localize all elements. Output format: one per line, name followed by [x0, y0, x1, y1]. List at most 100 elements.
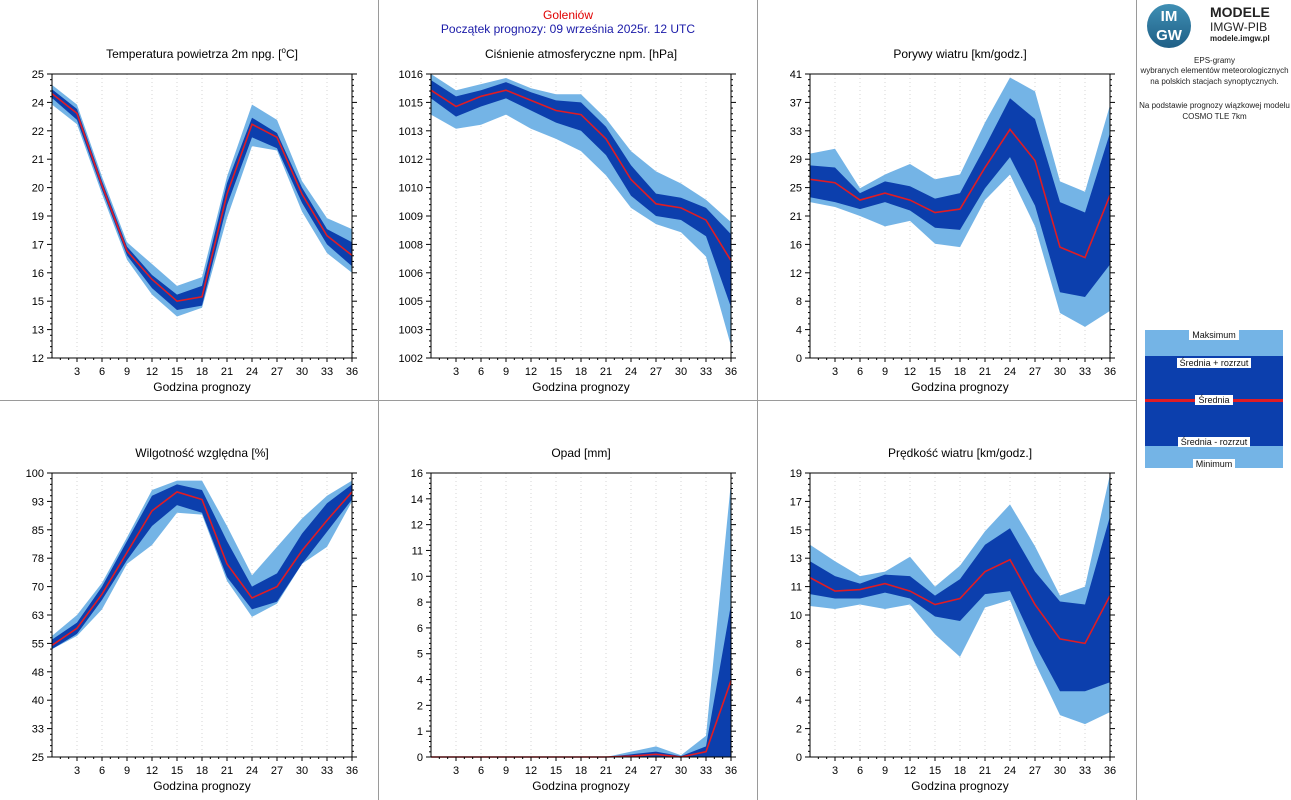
imgw-logo: IM GW MODELE IMGW-PIB modele.imgw.pl	[1145, 2, 1285, 48]
legend-mean-label: Średnia	[1145, 395, 1283, 406]
wind-speed-xtick-label: 27	[1029, 765, 1041, 777]
precipitation-minmax-band	[431, 481, 731, 757]
precipitation-xlabel: Godzina prognozy	[532, 779, 629, 793]
wind-gusts-ytick-label: 37	[790, 97, 802, 109]
humidity-xtick-label: 3	[74, 765, 80, 777]
humidity-xtick-label: 30	[296, 765, 308, 777]
legend-mean-plus-label: Średnia + rozrzut	[1145, 358, 1283, 369]
temperature-xtick-label: 36	[346, 366, 358, 378]
legend-mean-minus-label: Średnia - rozrzut	[1145, 437, 1283, 448]
precipitation-xtick-label: 30	[675, 765, 687, 777]
divider-vertical-3	[1136, 0, 1137, 800]
wind-speed-ytick-label: 8	[796, 638, 802, 650]
pressure-xtick-label: 27	[650, 366, 662, 378]
temperature-xtick-label: 24	[246, 366, 258, 378]
precipitation-xtick-label: 6	[478, 765, 484, 777]
wind-gusts-xtick-label: 9	[882, 366, 888, 378]
pressure-ytick-label: 1015	[399, 97, 423, 109]
wind-gusts-ytick-label: 16	[790, 239, 802, 251]
temperature-xtick-label: 15	[171, 366, 183, 378]
pressure-xtick-label: 3	[453, 366, 459, 378]
wind-gusts-xtick-label: 6	[857, 366, 863, 378]
temperature-ytick-label: 13	[32, 325, 44, 337]
precipitation-xtick-label: 33	[700, 765, 712, 777]
wind-gusts-xtick-label: 18	[954, 366, 966, 378]
precipitation-ytick-label: 0	[417, 752, 423, 764]
humidity-mean-line	[51, 491, 353, 646]
temperature-xtick-label: 30	[296, 366, 308, 378]
wind-gusts-ytick-label: 29	[790, 154, 802, 166]
pressure-xtick-label: 15	[550, 366, 562, 378]
temperature-ytick-label: 21	[32, 154, 44, 166]
precipitation-title: Opad [mm]	[551, 446, 610, 460]
wind-speed-ytick-label: 6	[796, 667, 802, 679]
precipitation-xtick-label: 15	[550, 765, 562, 777]
pressure-xtick-label: 6	[478, 366, 484, 378]
wind-speed-xtick-label: 33	[1079, 765, 1091, 777]
wind-speed-mean-line	[809, 558, 1111, 645]
temperature-ytick-label: 20	[32, 183, 44, 195]
temperature-xtick-label: 21	[221, 366, 233, 378]
legend-min-label: Minimum	[1145, 459, 1283, 470]
temperature-ytick-label: 19	[32, 211, 44, 223]
humidity-xtick-label: 24	[246, 765, 258, 777]
wind-speed-xtick-label: 12	[904, 765, 916, 777]
wind-gusts-xtick-label: 33	[1079, 366, 1091, 378]
wind-gusts-xtick-label: 3	[832, 366, 838, 378]
wind-gusts-xlabel: Godzina prognozy	[911, 380, 1008, 394]
pressure-xtick-label: 30	[675, 366, 687, 378]
humidity-xtick-label: 36	[346, 765, 358, 777]
pressure-ytick-label: 1006	[399, 268, 423, 280]
wind-speed-ytick-label: 4	[796, 695, 802, 707]
temperature-ytick-label: 24	[32, 97, 44, 109]
precipitation-xtick-label: 36	[725, 765, 737, 777]
precipitation-ytick-label: 5	[417, 649, 423, 661]
humidity-spread-band	[52, 484, 352, 650]
pressure-ytick-label: 1005	[399, 296, 423, 308]
logo-url: modele.imgw.pl	[1210, 34, 1270, 43]
wind-speed-ytick-label: 11	[791, 582, 802, 594]
description-line3: na polskich stacjach synoptycznych.	[1150, 77, 1279, 86]
wind-gusts-xtick-label: 30	[1054, 366, 1066, 378]
precipitation-ytick-label: 10	[411, 571, 423, 583]
humidity-xtick-label: 6	[99, 765, 105, 777]
wind-speed-xtick-label: 21	[979, 765, 991, 777]
temperature-ytick-label: 22	[32, 126, 44, 138]
humidity-xtick-label: 21	[221, 765, 233, 777]
description-line4: Na podstawie prognozy wiązkowej modelu	[1139, 101, 1290, 110]
temperature-xtick-label: 3	[74, 366, 80, 378]
precipitation-ytick-label: 4	[417, 675, 423, 687]
precipitation-xtick-label: 18	[575, 765, 587, 777]
pressure-xtick-label: 21	[600, 366, 612, 378]
wind-speed-xtick-label: 9	[882, 765, 888, 777]
wind-gusts-ytick-label: 12	[790, 268, 802, 280]
wind-gusts-ytick-label: 4	[796, 325, 802, 337]
wind-speed-title: Prędkość wiatru [km/godz.]	[888, 446, 1032, 460]
wind-speed-ytick-label: 15	[790, 525, 802, 537]
wind-speed-xtick-label: 3	[832, 765, 838, 777]
precipitation-spread-band	[431, 604, 731, 757]
chart-pressure: Ciśnienie atmosferyczne npm. [hPa] 1002 10…	[399, 47, 738, 394]
wind-gusts-title: Porywy wiatru [km/godz.]	[893, 47, 1026, 61]
divider-horizontal	[0, 400, 1136, 401]
wind-gusts-xtick-label: 36	[1104, 366, 1116, 378]
humidity-ytick-label: 25	[32, 752, 44, 764]
humidity-xlabel: Godzina prognozy	[153, 779, 250, 793]
precipitation-xtick-label: 3	[453, 765, 459, 777]
temperature-ytick-label: 16	[32, 268, 44, 280]
pressure-xtick-label: 24	[625, 366, 637, 378]
wind-gusts-ytick-label: 0	[796, 353, 802, 365]
temperature-ytick-label: 17	[32, 239, 44, 251]
temperature-mean-line	[51, 93, 353, 303]
precipitation-xtick-label: 21	[600, 765, 612, 777]
forecast-start: Początek prognozy: 09 września 2025r. 12…	[440, 22, 696, 36]
imgw-logo-mark: IM GW	[1147, 4, 1191, 48]
humidity-xtick-label: 12	[146, 765, 158, 777]
wind-speed-spread-band	[810, 516, 1110, 692]
precipitation-plot-frame	[430, 472, 732, 758]
precipitation-ytick-label: 2	[417, 700, 423, 712]
humidity-xtick-label: 18	[196, 765, 208, 777]
wind-gusts-ytick-label: 21	[790, 211, 802, 223]
legend-max-label: Maksimum	[1145, 330, 1283, 341]
humidity-ytick-label: 55	[32, 638, 44, 650]
